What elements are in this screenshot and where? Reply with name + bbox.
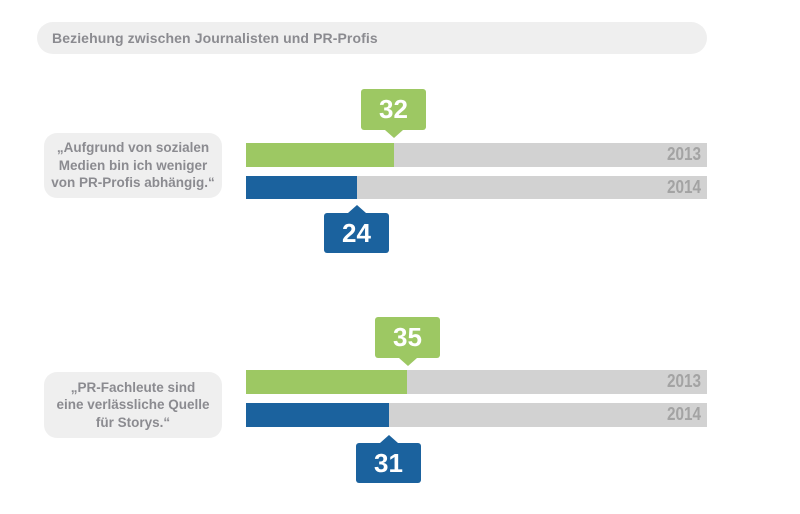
callout-pointer-up [379, 435, 398, 443]
value-label: 35 [393, 322, 422, 352]
callout-pointer-down [398, 358, 417, 366]
bar-fill-group-2-2013 [246, 370, 408, 394]
callout-pointer-down [384, 130, 403, 138]
value-callout-group-1-2013: 32 [361, 89, 426, 138]
value-callout-group-2-2013: 35 [375, 317, 440, 366]
statement-line: „Aufgrund von sozialen [56, 140, 210, 156]
bar-track-group-1-2014: 2014 [246, 176, 707, 199]
statement-line: für Storys.“ [95, 414, 171, 430]
year-label-2014: 2014 [666, 176, 701, 197]
statement-line: Medien bin ich weniger [58, 157, 208, 173]
year-label-2013: 2013 [666, 371, 701, 392]
value-label: 24 [342, 217, 371, 248]
value-label: 32 [379, 94, 408, 124]
statement-line: „PR-Fachleute sind [70, 379, 196, 395]
value-callout-group-2-2014: 31 [356, 435, 421, 483]
bar-fill-group-1-2013 [246, 143, 394, 167]
value-label: 31 [374, 447, 403, 478]
bar-fill-group-2-2014 [246, 403, 389, 427]
bar-track-group-1-2013: 2013 [246, 143, 707, 167]
chart-title-pill: Beziehung zwischen Journalisten und PR-P… [37, 22, 707, 54]
value-callout-group-1-2014: 24 [324, 205, 389, 253]
statement-label-group-1: „Aufgrund von sozialen Medien bin ich we… [44, 133, 222, 198]
bar-fill-group-1-2014 [246, 176, 357, 199]
statement-label-group-2: „PR-Fachleute sind eine verlässliche Que… [44, 372, 222, 438]
year-label-2014: 2014 [666, 404, 701, 425]
callout-pointer-up [347, 205, 366, 213]
bar-track-group-2-2013: 2013 [246, 370, 707, 394]
statement-line: von PR-Profis abhängig.“ [51, 175, 215, 191]
statement-line: eine verlässliche Quelle [56, 397, 210, 413]
year-label-2013: 2013 [666, 144, 701, 165]
bar-track-group-2-2014: 2014 [246, 403, 707, 427]
chart-title: Beziehung zwischen Journalisten und PR-P… [52, 30, 378, 46]
